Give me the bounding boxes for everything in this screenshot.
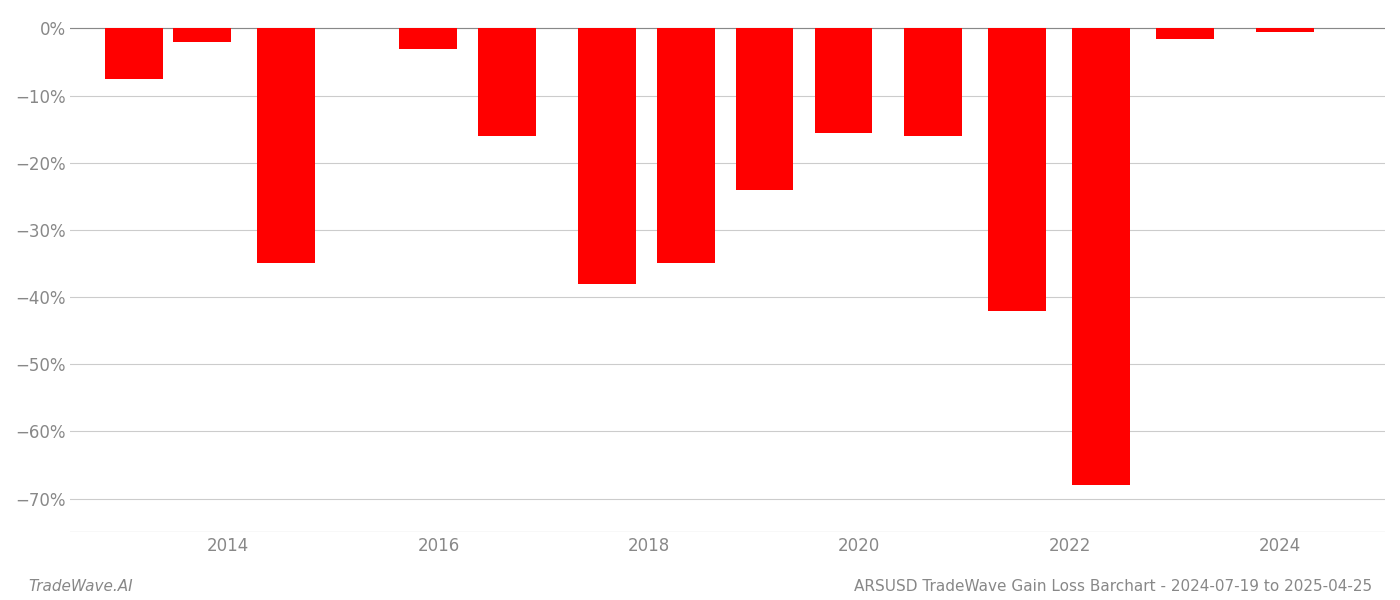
- Bar: [657, 28, 714, 263]
- Bar: [988, 28, 1046, 311]
- Bar: [1256, 28, 1315, 32]
- Bar: [399, 28, 456, 49]
- Bar: [578, 28, 636, 284]
- Bar: [477, 28, 536, 136]
- Bar: [735, 28, 794, 190]
- Bar: [258, 28, 315, 263]
- Bar: [174, 28, 231, 42]
- Text: ARSUSD TradeWave Gain Loss Barchart - 2024-07-19 to 2025-04-25: ARSUSD TradeWave Gain Loss Barchart - 20…: [854, 579, 1372, 594]
- Bar: [1072, 28, 1130, 485]
- Bar: [105, 28, 162, 79]
- Bar: [1156, 28, 1214, 38]
- Bar: [904, 28, 962, 136]
- Text: TradeWave.AI: TradeWave.AI: [28, 579, 133, 594]
- Bar: [815, 28, 872, 133]
